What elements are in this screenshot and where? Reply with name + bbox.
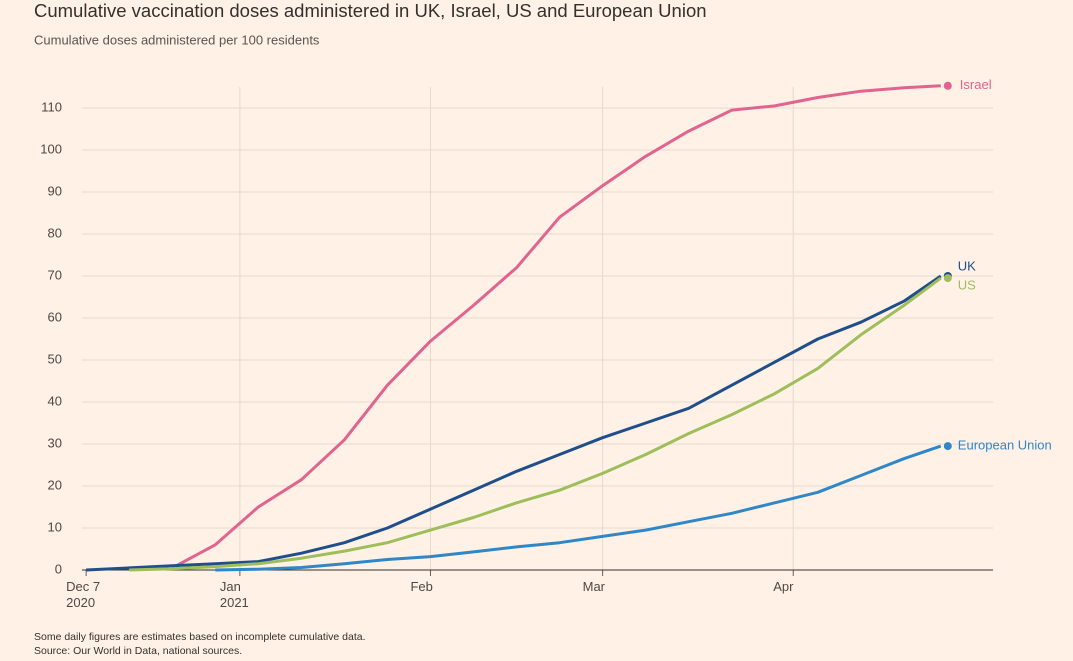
y-tick-label: 60 xyxy=(48,309,62,324)
legend-label: European Union xyxy=(958,438,1052,453)
x-tick-label: Mar xyxy=(583,579,606,594)
x-tick-label-line: Jan xyxy=(220,579,241,594)
series-line xyxy=(129,276,942,572)
legend-label: Israel xyxy=(960,77,992,92)
legend-label: UK xyxy=(958,258,976,273)
x-tick-label: Feb xyxy=(410,579,432,594)
x-tick-label-line: Apr xyxy=(773,579,794,594)
x-tick-label-line: Dec 7 xyxy=(66,579,100,594)
y-tick-label: 30 xyxy=(48,435,62,450)
end-dot xyxy=(943,442,952,451)
series-line xyxy=(215,444,942,572)
end-dot xyxy=(943,274,952,283)
chart-title: Cumulative vaccination doses administere… xyxy=(34,0,707,21)
y-tick-label: 110 xyxy=(41,99,62,114)
y-tick-label: 10 xyxy=(48,519,62,534)
y-tick-label: 80 xyxy=(48,225,62,240)
y-tick-label: 40 xyxy=(48,393,62,408)
source: Source: Our World in Data, national sour… xyxy=(34,645,242,657)
legend-label: US xyxy=(958,278,976,293)
series-line xyxy=(86,274,942,572)
x-tick-label: Apr xyxy=(773,579,794,594)
x-tick-label-line: Feb xyxy=(410,579,432,594)
x-tick-label: Jan 2021 xyxy=(220,579,249,610)
y-tick-label: 100 xyxy=(40,141,62,156)
y-tick-label: 70 xyxy=(48,267,62,282)
y-tick-label: 20 xyxy=(48,477,62,492)
x-tick-label-line: 2020 xyxy=(66,595,95,610)
footnote: Some daily figures are estimates based o… xyxy=(34,631,366,643)
x-tick-label-line: Mar xyxy=(583,579,606,594)
x-tick-label: Dec 7 2020 xyxy=(66,579,100,610)
y-tick-label: 50 xyxy=(48,351,62,366)
end-dot xyxy=(943,81,952,90)
y-tick-label: 0 xyxy=(55,561,62,576)
chart-subtitle: Cumulative doses administered per 100 re… xyxy=(34,32,320,47)
y-tick-label: 90 xyxy=(48,183,62,198)
series-line xyxy=(171,84,941,570)
x-tick-label-line: 2021 xyxy=(220,595,249,610)
